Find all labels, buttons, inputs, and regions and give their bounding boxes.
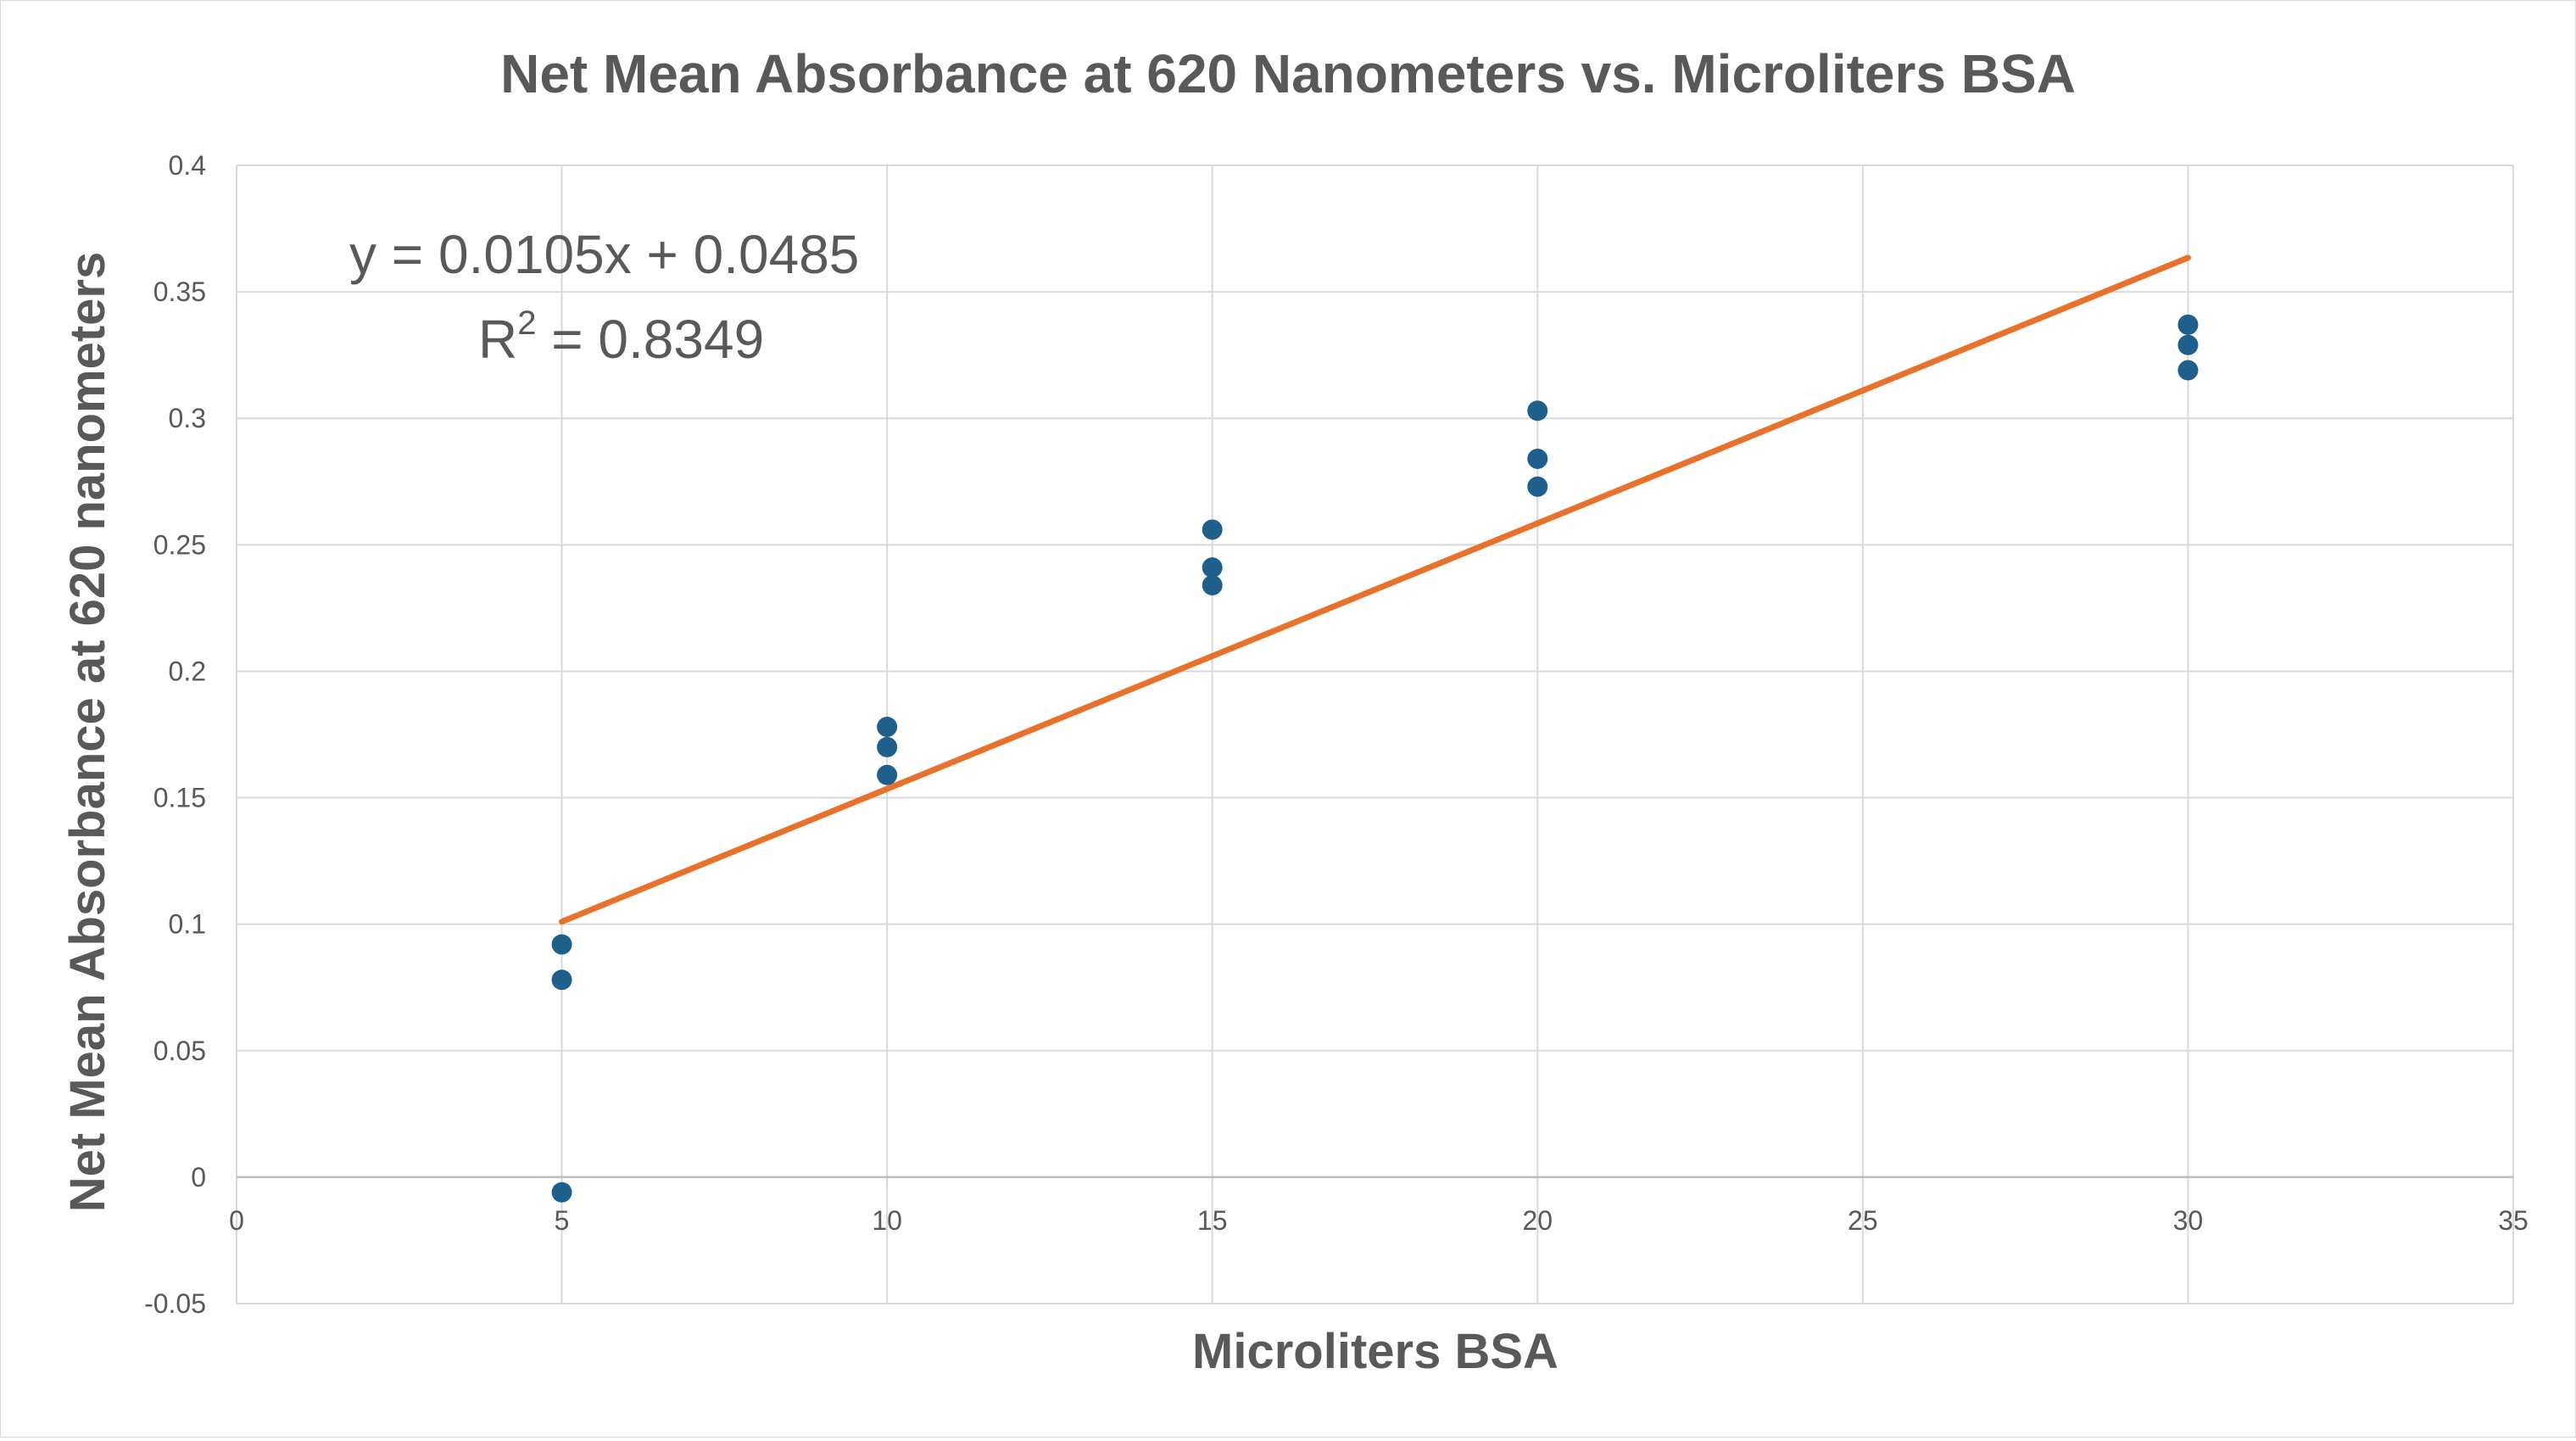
data-point: [877, 736, 898, 757]
y-tick-label: 0.1: [169, 909, 206, 940]
data-point: [1202, 575, 1223, 596]
x-tick-label: 15: [1197, 1205, 1228, 1236]
data-point: [877, 764, 898, 785]
data-point: [551, 1181, 572, 1203]
y-tick-label: -0.05: [144, 1288, 206, 1319]
y-tick-label: 0.3: [169, 403, 206, 433]
data-point: [2177, 360, 2199, 381]
y-tick-label: 0.4: [169, 150, 206, 181]
data-point: [551, 969, 572, 991]
data-point: [1527, 476, 1548, 497]
axis-layer: [236, 1176, 2514, 1187]
data-point: [2177, 314, 2199, 335]
data-point: [1527, 400, 1548, 422]
x-axis-title: Microliters BSA: [1192, 1324, 1558, 1379]
trendline: [559, 254, 2191, 925]
y-tick-label: 0.15: [153, 783, 206, 813]
data-point: [877, 717, 898, 738]
x-tick-label: 30: [2173, 1205, 2204, 1236]
data-point: [2177, 334, 2199, 355]
tick-labels-layer: -0.05 0 0.05 0.1 0.15 0.2 0.25 0.3 0.35 0.4 0 5 10 15…: [144, 150, 2529, 1319]
x-tick-label: 20: [1522, 1205, 1553, 1236]
data-point: [1202, 557, 1223, 578]
y-axis-title: Net Mean Absorbance at 620 nanometers: [60, 252, 115, 1212]
trendline-r-squared-label: R2 = 0.8349: [478, 304, 764, 370]
data-point: [551, 934, 572, 955]
trendline-equation-label: y = 0.0105x + 0.0485: [349, 224, 859, 285]
x-tick-label: 0: [229, 1205, 244, 1236]
y-tick-label: 0.35: [153, 276, 206, 307]
r-squared-base: R: [478, 309, 517, 370]
y-tick-label: 0: [191, 1162, 206, 1192]
y-tick-label: 0.25: [153, 529, 206, 560]
data-points-layer: [551, 314, 2199, 1203]
x-tick-label: 25: [1848, 1205, 1878, 1236]
data-point: [1202, 519, 1223, 540]
chart-title: Net Mean Absorbance at 620 Nanometers vs…: [500, 43, 2076, 104]
x-tick-label: 5: [555, 1205, 570, 1236]
data-point: [1527, 448, 1548, 469]
trendline-layer: [559, 254, 2191, 925]
x-tick-label: 35: [2498, 1205, 2529, 1236]
y-tick-label: 0.2: [169, 656, 206, 686]
r-squared-exponent: 2: [517, 304, 536, 342]
y-tick-label: 0.05: [153, 1036, 206, 1066]
x-tick-label: 10: [872, 1205, 902, 1236]
r-squared-value: = 0.8349: [536, 309, 764, 370]
